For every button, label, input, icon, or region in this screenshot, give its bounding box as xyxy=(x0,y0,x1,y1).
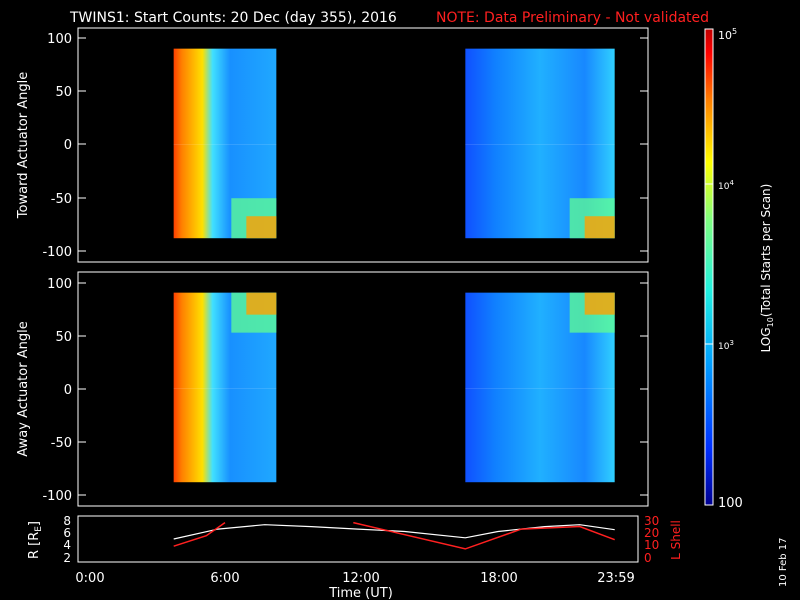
ytick-away-100: 100 xyxy=(47,277,72,292)
colorbar-tick-100: 100 xyxy=(718,496,743,511)
orbit-lines xyxy=(173,521,615,550)
colorbar-tick-1e3: 103 xyxy=(718,339,734,352)
ylabel-orbit-r: R [RE] xyxy=(27,521,44,559)
heatmap-away xyxy=(173,292,615,483)
ytick-l-20: 20 xyxy=(644,526,659,540)
xlabel: Time (UT) xyxy=(328,586,393,600)
ytick-toward-m50: -50 xyxy=(51,192,72,207)
lshell-line-segment xyxy=(353,521,615,550)
xticks: 0:00 6:00 12:00 18:00 23:59 xyxy=(75,571,634,586)
heatmap-corner-hot xyxy=(246,216,277,239)
ytick-away-0: 0 xyxy=(64,383,72,398)
xtick-18: 18:00 xyxy=(480,571,517,586)
heatmap-toward xyxy=(173,48,615,239)
heatmap-corner-hot xyxy=(584,292,615,315)
ytick-r-4: 4 xyxy=(63,538,71,552)
ytick-away-50: 50 xyxy=(55,330,72,345)
ytick-toward-50: 50 xyxy=(55,85,72,100)
lshell-line-segment xyxy=(173,521,226,547)
colorbar xyxy=(704,28,714,506)
ytick-l-30: 30 xyxy=(644,514,659,528)
xtick-12: 12:00 xyxy=(342,571,379,586)
heatmap-corner-hot xyxy=(584,216,615,239)
preliminary-note: NOTE: Data Preliminary - Not validated xyxy=(436,10,709,26)
ytick-r-6: 6 xyxy=(63,526,71,540)
colorbar-tick-1e4: 104 xyxy=(718,179,734,192)
radius-line xyxy=(173,524,615,540)
colorbar-ticks xyxy=(705,183,713,345)
xtick-0: 0:00 xyxy=(75,571,104,586)
panel-orbit-frame xyxy=(77,515,639,563)
ylabel-away: Away Actuator Angle xyxy=(16,321,31,456)
panel-tick-marks xyxy=(78,37,648,496)
date-stamp: 10 Feb 17 xyxy=(778,537,789,587)
ylabel-orbit-lshell: L Shell xyxy=(669,520,683,560)
yticks-orbit-right: 30 20 10 0 xyxy=(644,514,659,565)
yticks-toward: 100 50 0 -50 -100 xyxy=(42,32,72,260)
yticks-away: 100 50 0 -50 -100 xyxy=(42,277,72,504)
colorbar-tick-1e5: 105 xyxy=(718,27,737,42)
ytick-toward-0: 0 xyxy=(64,138,72,153)
ytick-l-0: 0 xyxy=(644,551,652,565)
ytick-r-8: 8 xyxy=(63,514,71,528)
chart-title: TWINS1: Start Counts: 20 Dec (day 355), … xyxy=(69,10,397,26)
ytick-toward-100: 100 xyxy=(47,32,72,47)
heatmap-corner-hot xyxy=(246,292,277,315)
xtick-2359: 23:59 xyxy=(597,571,634,586)
ytick-away-m100: -100 xyxy=(42,489,72,504)
yticks-orbit-left: 8 6 4 2 xyxy=(63,514,71,565)
ytick-toward-m100: -100 xyxy=(42,245,72,260)
panel-toward-frame xyxy=(77,27,649,263)
xtick-6: 6:00 xyxy=(210,571,239,586)
ylabel-toward: Toward Actuator Angle xyxy=(16,72,31,219)
ytick-r-2: 2 xyxy=(63,551,71,565)
ytick-away-m50: -50 xyxy=(51,436,72,451)
colorbar-label: LOG10(Total Starts per Scan) xyxy=(759,184,775,353)
ytick-l-10: 10 xyxy=(644,538,659,552)
